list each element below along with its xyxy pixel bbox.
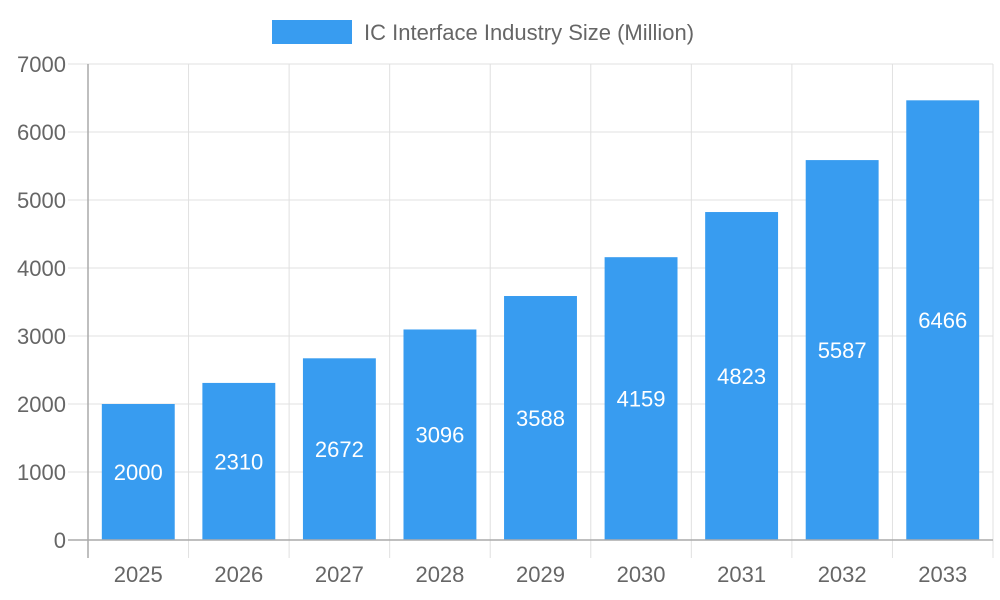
bar-2033[interactable] xyxy=(906,100,980,540)
x-tick-label: 2032 xyxy=(818,562,867,587)
x-tick-label: 2027 xyxy=(315,562,364,587)
bar-2030[interactable] xyxy=(604,257,678,540)
data-label: 2672 xyxy=(315,437,364,462)
x-tick-label: 2031 xyxy=(717,562,766,587)
legend-label: IC Interface Industry Size (Million) xyxy=(364,20,694,45)
legend-swatch xyxy=(272,20,352,44)
y-tick-label: 3000 xyxy=(17,324,66,349)
x-tick-label: 2029 xyxy=(516,562,565,587)
bar-2028[interactable] xyxy=(403,329,477,540)
y-tick-label: 7000 xyxy=(17,52,66,77)
data-label: 3588 xyxy=(516,406,565,431)
data-label: 4823 xyxy=(717,364,766,389)
y-tick-label: 2000 xyxy=(17,392,66,417)
bar-2027[interactable] xyxy=(302,358,376,540)
y-tick-label: 0 xyxy=(54,528,66,553)
bar-2032[interactable] xyxy=(805,160,879,541)
data-label: 5587 xyxy=(818,338,867,363)
data-label: 2000 xyxy=(114,460,163,485)
bar-2026[interactable] xyxy=(202,382,276,540)
y-tick-label: 5000 xyxy=(17,188,66,213)
x-tick-label: 2033 xyxy=(918,562,967,587)
x-tick-label: 2030 xyxy=(617,562,666,587)
y-tick-label: 1000 xyxy=(17,460,66,485)
data-label: 3096 xyxy=(415,423,464,448)
data-label: 6466 xyxy=(918,308,967,333)
x-tick-label: 2026 xyxy=(214,562,263,587)
data-label: 2310 xyxy=(214,449,263,474)
legend[interactable]: IC Interface Industry Size (Million) xyxy=(272,20,694,45)
bar-2029[interactable] xyxy=(504,296,577,540)
bar-2025[interactable] xyxy=(101,404,175,540)
x-tick-label: 2028 xyxy=(415,562,464,587)
data-label: 4159 xyxy=(617,387,666,412)
y-tick-label: 4000 xyxy=(17,256,66,281)
y-tick-label: 6000 xyxy=(17,120,66,145)
bar-2031[interactable] xyxy=(705,212,779,540)
x-tick-label: 2025 xyxy=(114,562,163,587)
